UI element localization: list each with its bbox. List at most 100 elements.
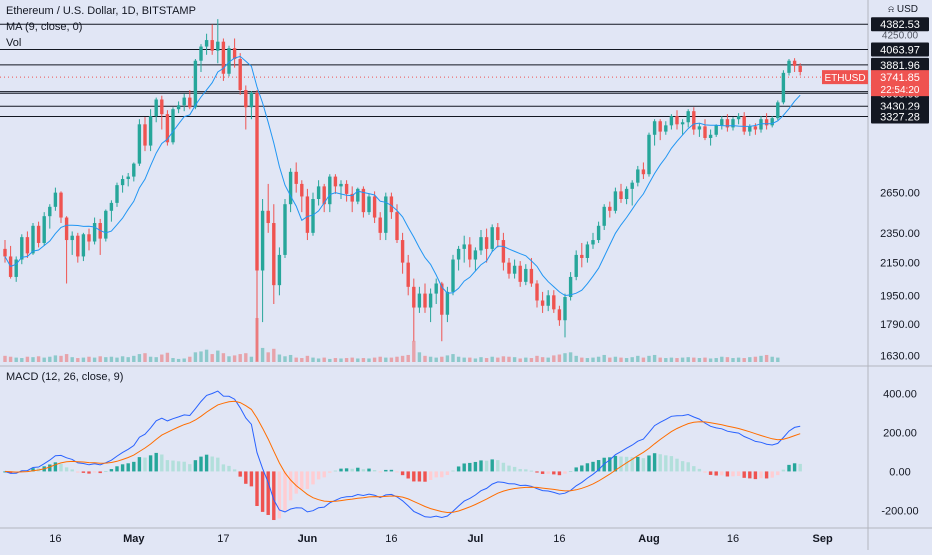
candle-body [736, 116, 741, 120]
candle-body [204, 40, 209, 47]
volume-bar [512, 357, 517, 362]
macd-histogram-bar [759, 471, 763, 479]
volume-bar [692, 357, 696, 362]
macd-histogram-bar [160, 454, 164, 472]
volume-bar [300, 358, 304, 362]
volume-bar [344, 358, 349, 362]
candle-body [596, 225, 601, 241]
volume-bar [720, 356, 724, 362]
macd-histogram-bar [764, 471, 769, 479]
macd-histogram-bar [350, 468, 354, 472]
candle-body [272, 223, 276, 286]
level-label: 4382.53 [880, 19, 920, 31]
currency-label[interactable]: ⍾ USD [888, 4, 918, 15]
volume-bar [137, 354, 142, 362]
candle-body [81, 234, 86, 257]
macd-histogram-bar [720, 471, 724, 476]
volume-bar [518, 358, 522, 362]
macd-histogram-bar [294, 471, 298, 494]
volume-bar [591, 357, 595, 362]
volume-bar [451, 354, 455, 362]
macd-histogram-bar [204, 454, 209, 472]
macd-histogram-bar [76, 471, 80, 473]
macd-histogram-bar [731, 471, 735, 477]
macd-histogram-bar [686, 462, 690, 472]
price-tick-label: 2650.00 [880, 188, 920, 200]
time-tick-label: 17 [217, 533, 229, 545]
candle-body [53, 192, 58, 207]
symbol-title[interactable]: Ethereum / U.S. Dollar, 1D, BITSTAMP [6, 5, 196, 17]
macd-legend[interactable]: MACD (12, 26, close, 9) [6, 371, 127, 383]
candle-body [647, 134, 651, 175]
volume-bar [176, 358, 181, 362]
macd-histogram-bar [316, 471, 321, 480]
candle-body [395, 212, 399, 241]
volume-bar [585, 358, 590, 362]
macd-histogram-bar [714, 471, 718, 476]
volume-bar [434, 357, 438, 362]
volume-bar [759, 355, 763, 362]
vol-legend[interactable]: Vol [6, 37, 25, 49]
macd-histogram-bar [787, 464, 791, 472]
volume-bar [703, 357, 707, 362]
volume-bar [20, 358, 24, 362]
volume-bar [748, 357, 752, 362]
candle-body [725, 119, 730, 128]
volume-bar [3, 355, 7, 362]
volume-bar [742, 358, 746, 362]
level-badge [871, 109, 929, 124]
candle-body [798, 65, 802, 72]
volume-bar [378, 356, 382, 362]
volume-bar [294, 357, 298, 362]
candle-body [451, 259, 455, 292]
macd-histogram-bar [221, 464, 226, 472]
volume-bar [87, 356, 91, 362]
volume-bar [636, 355, 640, 362]
macd-histogram-bar [518, 469, 522, 472]
ma-legend[interactable]: MA (9, close, 0) [6, 21, 86, 33]
candle-body [479, 237, 483, 251]
ma-label[interactable]: MA (9, close, 0) [6, 21, 83, 33]
candle-body [148, 116, 153, 146]
macd-histogram-bar [524, 469, 528, 472]
volume-bar [384, 357, 388, 362]
macd-histogram-bar [490, 459, 494, 472]
macd-histogram-bar [104, 471, 108, 473]
volume-bar [776, 357, 780, 362]
volume-bar [714, 358, 718, 362]
volume-bar [619, 357, 623, 362]
candle-body [496, 227, 500, 241]
candle-body [221, 41, 226, 74]
time-tick-label: 16 [553, 533, 565, 545]
volume-bar [524, 357, 528, 362]
price-tick-label: 2150.00 [880, 258, 920, 270]
macd-histogram-bar [395, 471, 399, 473]
candle-body [748, 126, 752, 132]
hidden-tick-label: 4250.00 [882, 31, 919, 42]
candle-body [484, 237, 489, 249]
candle-body [636, 169, 640, 183]
macd-histogram-bar [776, 471, 780, 476]
volume-bar [557, 354, 562, 362]
macd-histogram-bar [473, 461, 478, 472]
macd-histogram-bar [384, 469, 388, 472]
macd-histogram-bar [792, 463, 797, 472]
time-tick-label: Jul [467, 533, 483, 545]
macd-histogram-bar [546, 471, 550, 474]
macd-label[interactable]: MACD (12, 26, close, 9) [6, 371, 124, 383]
volume-bar [479, 357, 483, 362]
macd-histogram-bar [619, 456, 623, 472]
chart-title[interactable]: Ethereum / U.S. Dollar, 1D, BITSTAMP [6, 5, 200, 17]
macd-histogram-bar [333, 470, 338, 472]
volume-bar [731, 358, 735, 362]
macd-histogram-bar [636, 456, 640, 472]
vol-label[interactable]: Vol [6, 37, 22, 49]
candle-body [753, 126, 758, 130]
candle-body [193, 60, 198, 108]
macd-histogram-bar [742, 471, 746, 478]
candle-body [316, 186, 321, 200]
macd-tick-label: -200.00 [881, 505, 918, 517]
level-badge [871, 17, 929, 32]
macd-histogram-bar [322, 471, 326, 478]
